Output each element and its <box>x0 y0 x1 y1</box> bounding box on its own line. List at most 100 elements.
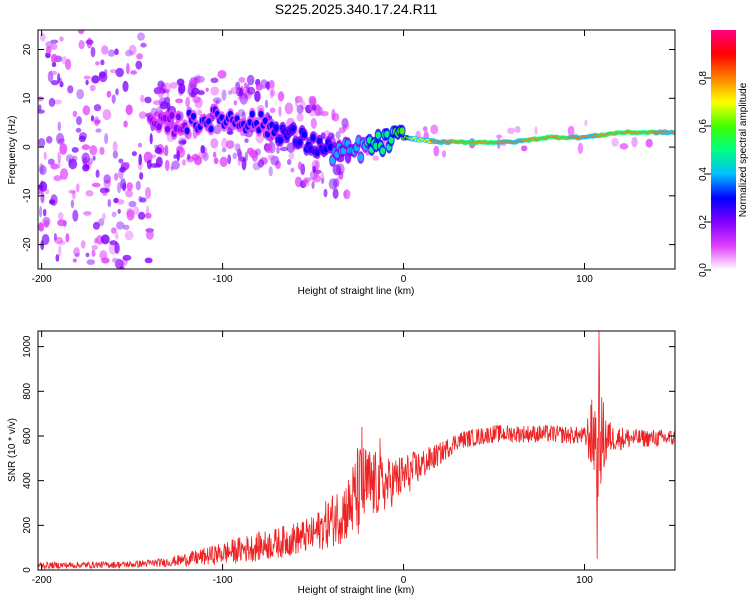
spectrogram-noise-blob <box>343 190 348 199</box>
spectrogram-noise-blob <box>138 111 147 119</box>
spectrogram-noise-blob <box>76 183 80 193</box>
spectrogram-noise-blob <box>265 143 273 154</box>
spectrogram-noise-blob <box>302 179 310 188</box>
spectrogram-noise-blob <box>313 171 320 177</box>
spectrogram-noise-blob <box>233 100 238 106</box>
spectrogram-x-tick-label: -200 <box>32 274 52 285</box>
spectrogram-ridge-point <box>388 136 394 144</box>
spectrogram-noise-blob <box>68 158 78 170</box>
spectrogram-noise-blob <box>72 110 78 118</box>
spectrogram-ridge-point <box>301 131 307 138</box>
spectrogram-noise-blob <box>106 90 112 98</box>
spectrogram-noise-blob <box>175 98 184 104</box>
spectrogram-noise-blob <box>190 79 199 85</box>
spectrogram-noise-blob <box>343 189 351 200</box>
spectrogram-noise-blob <box>117 208 121 214</box>
spectrogram-noise-blob <box>246 147 254 155</box>
spectrogram-noise-blob <box>232 152 237 160</box>
spectrogram-noise-blob <box>39 165 47 176</box>
spectrogram-noise-blob <box>59 81 64 88</box>
spectrogram-noise-blob <box>335 177 340 187</box>
spectrogram-noise-blob <box>221 137 228 150</box>
spectrogram-ridge-point <box>671 131 675 134</box>
spectrogram-noise-blob <box>230 87 239 95</box>
spectrogram-ridge-point <box>273 124 279 132</box>
spectrogram-noise-blob <box>442 150 446 158</box>
spectrogram-noise-blob <box>111 94 116 104</box>
snr-y-tick-label: 200 <box>22 517 33 534</box>
spectrogram-ridge-point <box>340 147 347 155</box>
snr-x-tick-label: -100 <box>213 575 233 586</box>
spectrogram-noise-blob <box>57 72 61 84</box>
spectrogram-noise-blob <box>57 121 61 132</box>
spectrogram-noise-blob <box>82 105 91 116</box>
spectrogram-noise-blob <box>78 40 85 50</box>
spectrogram-noise-blob <box>237 154 241 166</box>
spectrogram-noise-blob <box>331 108 336 121</box>
spectrogram-noise-blob <box>619 143 629 150</box>
spectrogram-noise-blob <box>138 196 143 203</box>
spectrogram-noise-blob <box>122 182 127 192</box>
spectrogram-noise-blob <box>255 83 263 91</box>
spectrogram-noise-blob <box>194 97 203 109</box>
spectrogram-noise-blob <box>145 187 151 199</box>
spectrogram-noise-blob <box>122 224 130 230</box>
spectrogram-noise-blob <box>265 81 270 90</box>
spectrogram-noise-blob <box>128 200 137 208</box>
spectrogram-noise-blob <box>92 221 100 230</box>
spectrogram-noise-blob <box>215 100 219 105</box>
spectrogram-noise-blob <box>430 124 439 135</box>
spectrogram-noise-blob <box>93 104 102 112</box>
spectrogram-noise-blob <box>187 153 191 160</box>
spectrogram-noise-blob <box>85 190 94 197</box>
spectrogram-noise-blob <box>328 178 338 190</box>
spectrogram-noise-blob <box>91 182 101 188</box>
snr-y-tick-label: 400 <box>22 472 33 489</box>
spectrogram-noise-blob <box>45 46 52 54</box>
spectrogram-noise-blob <box>163 82 171 93</box>
spectrogram-noise-blob <box>221 147 227 153</box>
spectrogram-noise-blob <box>645 138 653 148</box>
spectrogram-noise-blob <box>164 159 170 172</box>
spectrogram-noise-blob <box>114 172 119 181</box>
spectrogram-noise-blob <box>85 79 89 86</box>
spectrogram-noise-blob <box>76 116 82 126</box>
spectrogram-noise-blob <box>126 209 135 221</box>
spectrogram-noise-blob <box>107 49 115 57</box>
spectrogram-ridge-point <box>290 124 297 132</box>
spectrogram-noise-blob <box>133 206 140 215</box>
colorbar-tick-label: 0.0 <box>698 263 709 277</box>
spectrogram-noise-blob <box>116 221 125 230</box>
snr-frame <box>37 330 676 571</box>
spectrogram-noise-blob <box>166 101 171 111</box>
spectrogram-noise-blob <box>111 227 117 234</box>
spectrogram-noise-blob <box>126 182 133 191</box>
spectrogram-noise-blob <box>65 58 72 70</box>
spectrogram-noise-blob <box>310 117 317 129</box>
spectrogram-noise-blob <box>177 87 184 96</box>
spectrogram-noise-blob <box>254 90 261 103</box>
spectrogram-noise-blob <box>270 155 280 166</box>
spectrogram-noise-blob <box>422 126 428 132</box>
spectrogram-noise-blob <box>227 154 232 165</box>
snr-x-tick-label: 100 <box>576 575 593 586</box>
spectrogram-noise-blob <box>278 106 282 117</box>
spectrogram-noise-blob <box>98 218 105 227</box>
spectrogram-noise-blob <box>91 75 100 84</box>
spectrogram-noise-blob <box>48 199 56 205</box>
spectrogram-noise-blob <box>205 87 209 92</box>
spectrogram-noise-blob <box>268 166 273 177</box>
spectrogram-noise-blob <box>39 205 43 218</box>
spectrogram-noise-blob <box>257 159 265 168</box>
spectrogram-noise-blob <box>311 104 317 111</box>
spectrogram-frame <box>37 29 676 270</box>
spectrogram-ridge-point <box>184 127 190 135</box>
spectrogram-ridge-point <box>258 110 264 118</box>
spectrogram-ridge-point <box>191 112 197 120</box>
snr-x-tick-label: 0 <box>401 575 407 586</box>
spectrogram-noise-blob <box>90 115 95 122</box>
spectrogram-noise-blob <box>213 157 219 165</box>
spectrogram-ridge-point <box>310 134 316 142</box>
spectrogram-noise-blob <box>153 100 162 106</box>
